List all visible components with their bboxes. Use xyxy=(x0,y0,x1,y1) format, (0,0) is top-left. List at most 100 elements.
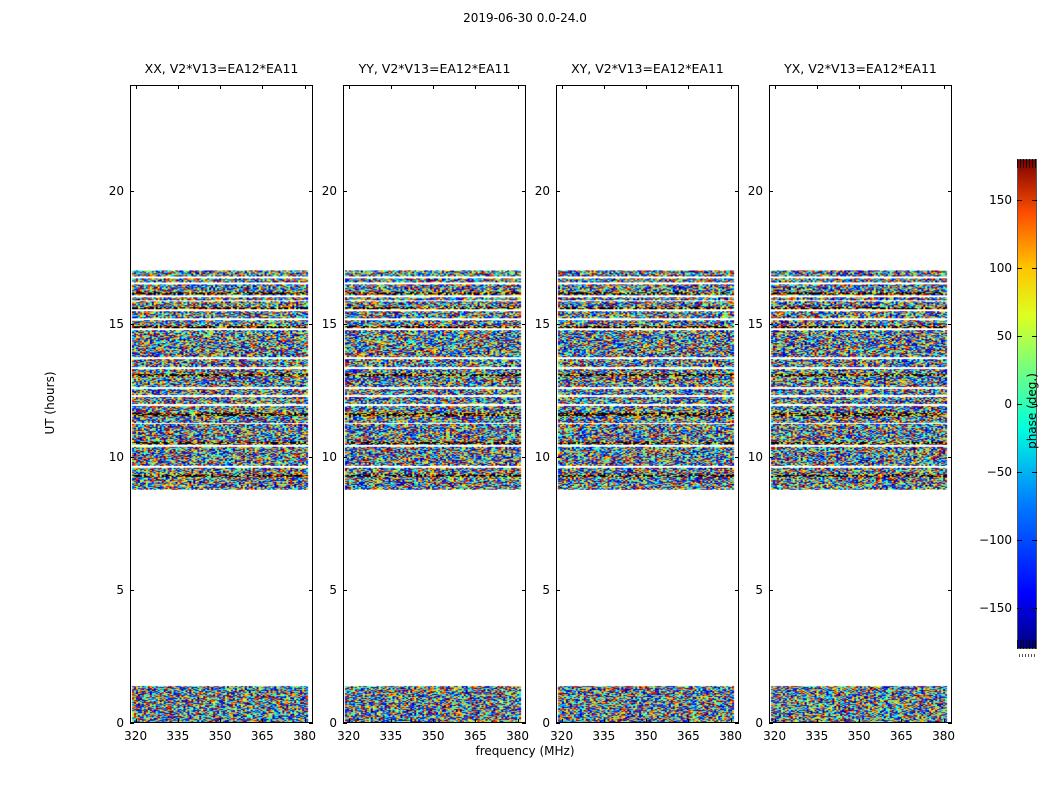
y-tick-3-1 xyxy=(769,590,773,591)
x-tick-1-0 xyxy=(348,719,350,723)
y-tick-label-2-2: 10 xyxy=(534,450,550,464)
x-tick-top-3-0 xyxy=(774,85,776,89)
colorbar-tick-3 xyxy=(1017,404,1022,405)
colorbar-tick-right-0 xyxy=(1032,608,1037,609)
y-tick-right-3-1 xyxy=(948,590,952,591)
x-tick-label-2-2: 350 xyxy=(634,729,658,743)
y-tick-label-0-0: 0 xyxy=(116,716,124,730)
x-tick-1-3 xyxy=(475,719,477,723)
x-tick-label-2-1: 335 xyxy=(592,729,616,743)
colorbar-overflow-bottom-icon xyxy=(1017,640,1037,649)
y-tick-right-2-0 xyxy=(735,723,739,724)
y-tick-right-3-0 xyxy=(948,723,952,724)
y-tick-0-0 xyxy=(130,723,134,724)
x-tick-2-3 xyxy=(688,719,690,723)
colorbar-tick-right-2 xyxy=(1032,472,1037,473)
y-tick-2-3 xyxy=(556,324,560,325)
colorbar-tick-5 xyxy=(1017,268,1022,269)
plot-panel-1 xyxy=(343,85,526,723)
colorbar-under-marker-icon xyxy=(1019,654,1036,657)
x-tick-top-1-2 xyxy=(433,85,435,89)
colorbar-tick-label-1: −100 xyxy=(979,533,1012,547)
y-tick-1-0 xyxy=(343,723,347,724)
panel-title-3: YX, V2*V13=EA12*EA11 xyxy=(784,61,937,76)
y-tick-1-4 xyxy=(343,191,347,192)
colorbar-tick-right-1 xyxy=(1032,540,1037,541)
plot-panel-2 xyxy=(556,85,739,723)
colorbar-tick-4 xyxy=(1017,336,1022,337)
y-tick-1-2 xyxy=(343,457,347,458)
x-tick-top-0-2 xyxy=(220,85,222,89)
y-tick-3-4 xyxy=(769,191,773,192)
x-tick-label-1-0: 320 xyxy=(337,729,361,743)
colorbar-tick-2 xyxy=(1017,472,1022,473)
x-tick-1-2 xyxy=(433,719,435,723)
y-tick-right-1-1 xyxy=(522,590,526,591)
plot-panel-0 xyxy=(130,85,313,723)
x-tick-top-0-4 xyxy=(304,85,306,89)
x-tick-label-2-3: 365 xyxy=(676,729,700,743)
y-tick-2-1 xyxy=(556,590,560,591)
x-tick-top-3-4 xyxy=(943,85,945,89)
y-tick-3-3 xyxy=(769,324,773,325)
x-tick-0-0 xyxy=(135,719,137,723)
dynamic-spectrum-image-1 xyxy=(344,86,525,722)
colorbar-tick-label-4: 50 xyxy=(996,329,1012,343)
x-tick-top-2-4 xyxy=(730,85,732,89)
y-tick-right-1-2 xyxy=(522,457,526,458)
x-tick-top-3-2 xyxy=(859,85,861,89)
y-tick-label-3-0: 0 xyxy=(755,716,763,730)
x-tick-top-2-1 xyxy=(603,85,605,89)
y-tick-0-4 xyxy=(130,191,134,192)
y-tick-1-1 xyxy=(343,590,347,591)
x-tick-3-2 xyxy=(859,719,861,723)
x-tick-top-3-1 xyxy=(816,85,818,89)
x-tick-top-2-3 xyxy=(688,85,690,89)
colorbar-overflow-top-icon xyxy=(1017,159,1037,168)
x-tick-label-2-0: 320 xyxy=(550,729,574,743)
dynamic-spectrum-image-3 xyxy=(770,86,951,722)
x-tick-top-1-3 xyxy=(475,85,477,89)
x-tick-label-0-2: 350 xyxy=(208,729,232,743)
x-tick-3-0 xyxy=(774,719,776,723)
y-tick-right-0-0 xyxy=(309,723,313,724)
y-tick-right-2-4 xyxy=(735,191,739,192)
x-tick-2-2 xyxy=(646,719,648,723)
y-tick-label-2-0: 0 xyxy=(542,716,550,730)
y-tick-0-2 xyxy=(130,457,134,458)
colorbar-tick-1 xyxy=(1017,540,1022,541)
y-tick-label-1-1: 5 xyxy=(329,583,337,597)
panel-title-2: XY, V2*V13=EA12*EA11 xyxy=(571,61,724,76)
x-tick-label-0-0: 320 xyxy=(124,729,148,743)
x-tick-2-0 xyxy=(561,719,563,723)
y-tick-label-1-4: 20 xyxy=(321,184,337,198)
x-tick-label-2-4: 380 xyxy=(719,729,742,743)
colorbar-tick-label-6: 150 xyxy=(989,193,1012,207)
x-tick-label-3-0: 320 xyxy=(763,729,787,743)
colorbar-tick-right-5 xyxy=(1032,268,1037,269)
y-tick-2-0 xyxy=(556,723,560,724)
x-tick-top-0-3 xyxy=(262,85,264,89)
y-tick-0-3 xyxy=(130,324,134,325)
x-tick-label-1-2: 350 xyxy=(421,729,445,743)
x-tick-label-1-3: 365 xyxy=(463,729,487,743)
y-tick-0-1 xyxy=(130,590,134,591)
colorbar-tick-label-3: 0 xyxy=(1004,397,1012,411)
y-tick-label-0-2: 10 xyxy=(108,450,124,464)
x-tick-label-1-4: 380 xyxy=(506,729,529,743)
y-tick-3-2 xyxy=(769,457,773,458)
x-tick-label-3-4: 380 xyxy=(932,729,955,743)
y-tick-label-0-4: 20 xyxy=(108,184,124,198)
x-tick-top-2-0 xyxy=(561,85,563,89)
colorbar-label: phase (deg.) xyxy=(1025,373,1039,449)
y-tick-label-2-3: 15 xyxy=(534,317,550,331)
y-tick-3-0 xyxy=(769,723,773,724)
x-tick-0-1 xyxy=(177,719,179,723)
y-tick-right-2-3 xyxy=(735,324,739,325)
y-tick-right-0-3 xyxy=(309,324,313,325)
y-tick-label-0-3: 15 xyxy=(108,317,124,331)
x-tick-top-0-1 xyxy=(177,85,179,89)
y-tick-right-2-1 xyxy=(735,590,739,591)
x-tick-top-1-1 xyxy=(390,85,392,89)
